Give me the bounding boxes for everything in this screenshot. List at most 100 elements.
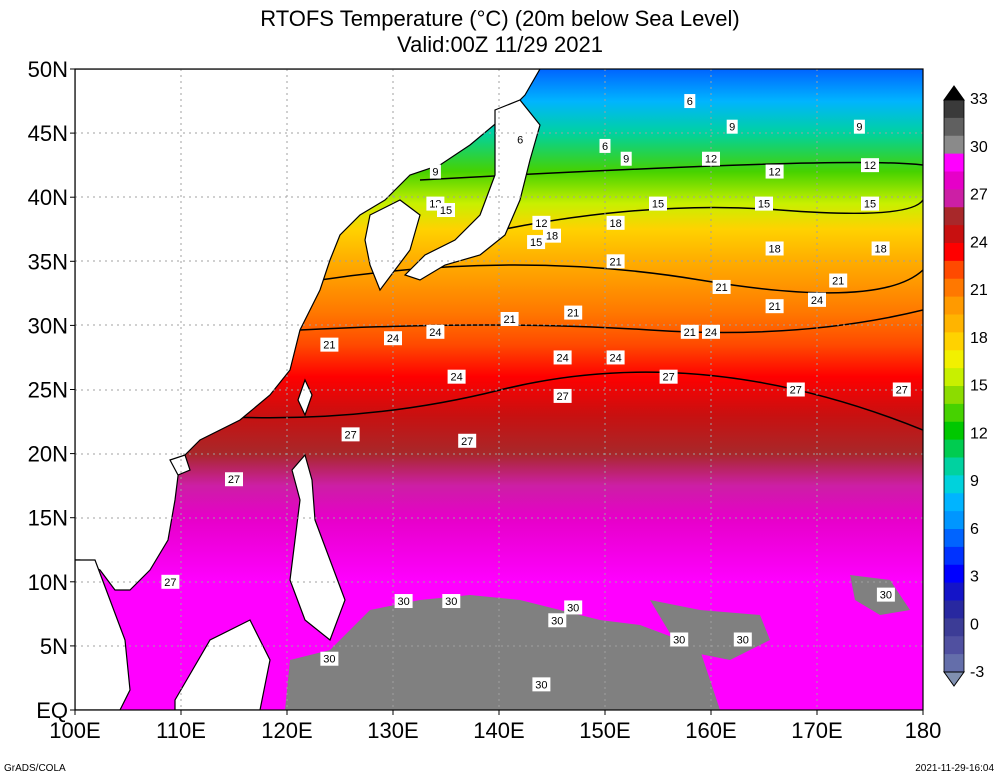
contour-label-box: [564, 600, 583, 615]
contour-label: 6: [599, 138, 611, 153]
contour-label-box: [765, 299, 784, 314]
contour-label: 30: [548, 613, 567, 628]
contour-label-box: [861, 158, 879, 173]
contour-label: 15: [527, 235, 546, 250]
contour-label-box: [876, 587, 895, 602]
contour-label: 18: [543, 228, 561, 243]
contour-label-text: 18: [609, 218, 621, 230]
lon-tick-label: 150E: [579, 718, 630, 743]
contour-label-text: 27: [228, 474, 240, 486]
lat-tick-label: 40N: [28, 185, 68, 210]
contour-label-text: 6: [517, 135, 523, 147]
contour-label: 21: [606, 254, 625, 269]
contour-label-text: 24: [609, 352, 621, 364]
philippines-land: [289, 453, 346, 641]
contour-label-box: [458, 433, 477, 448]
contour-label-box: [684, 94, 696, 109]
contour-label: 30: [564, 600, 583, 615]
colorbar-frame: [943, 99, 965, 673]
contour-label-box: [726, 119, 738, 134]
colorbar-label: 6: [970, 521, 979, 538]
contour-label-text: 9: [856, 122, 862, 134]
isotherm-24: [299, 309, 923, 334]
contour-label: 24: [426, 324, 445, 339]
contour-label-text: 30: [397, 596, 409, 608]
contour-label-text: 15: [652, 199, 664, 211]
contour-label-text: 27: [790, 385, 802, 397]
contour-label-box: [765, 241, 784, 256]
contour-label-box: [892, 382, 911, 397]
contour-label: 21: [765, 299, 784, 314]
colorbar-swatch: [944, 314, 964, 333]
title-line-1: RTOFS Temperature (°C) (20m below Sea Le…: [260, 6, 740, 31]
contour-label: 21: [829, 273, 848, 288]
contour-label-text: 6: [687, 96, 693, 108]
contour-label-text: 27: [662, 372, 674, 384]
asia-mainland-land: [75, 69, 541, 591]
lat-tick-label: 35N: [28, 249, 68, 274]
japan-land: [403, 99, 541, 281]
contour-label-box: [712, 279, 731, 294]
colorbar-swatch: [944, 350, 964, 369]
contour-label-box: [527, 235, 546, 250]
contour-label-box: [620, 151, 632, 166]
contour-label-text: 12: [705, 154, 717, 166]
contour-label-text: 24: [811, 295, 823, 307]
contour-label-box: [447, 369, 466, 384]
contour-label-text: 18: [546, 231, 558, 243]
colorbar-label: 3: [970, 569, 979, 586]
colorbar-swatch: [944, 332, 964, 351]
lon-tick-label: 140E: [473, 718, 524, 743]
contour-label-text: 15: [530, 237, 542, 249]
contour-label-text: 30: [445, 596, 457, 608]
lat-tick-label: 10N: [28, 570, 68, 595]
contour-label-text: 21: [715, 282, 727, 294]
contour-label-text: 24: [429, 327, 441, 339]
colorbar-swatch: [944, 564, 964, 584]
contour-label-box: [702, 324, 720, 339]
colorbar-swatch: [944, 243, 964, 262]
colorbar-bottom-arrow: [943, 671, 965, 687]
contour-label-text: 21: [768, 301, 780, 313]
contour-label: 15: [649, 196, 667, 211]
contour-label-box: [861, 196, 879, 211]
contour-label-box: [543, 228, 561, 243]
contour-label-box: [606, 350, 625, 365]
footer-timestamp: 2021-11-29-16:04: [915, 763, 994, 774]
contour-label: 15: [437, 203, 455, 218]
colorbar-label: 12: [970, 425, 988, 442]
contour-label-text: 30: [567, 602, 579, 614]
contour-label-text: 6: [602, 141, 608, 153]
colorbar-swatch: [944, 421, 964, 441]
footer-credit: GrADS/COLA: [4, 763, 66, 774]
colorbar-label: 9: [970, 473, 979, 490]
contour-labels: 6669999121212121215151515151818181818212…: [161, 94, 911, 692]
longitude-axis: 100E 110E 120E 130E 140E 150E 160E 170E 180: [49, 710, 941, 743]
contour-label: 6: [514, 132, 526, 147]
contour-label: 24: [553, 350, 572, 365]
contour-label-text: 24: [387, 333, 399, 345]
lon-tick-label: 100E: [49, 718, 100, 743]
colorbar-swatch: [944, 600, 964, 619]
contour-label-text: 24: [705, 327, 717, 339]
contour-label: 24: [447, 369, 466, 384]
contour-label: 30: [320, 651, 339, 666]
contour-label-box: [829, 273, 848, 288]
contour-label-text: 21: [323, 340, 335, 352]
contour-label-box: [548, 613, 567, 628]
contour-label-text: 21: [503, 314, 515, 326]
contour-label: 9: [726, 119, 738, 134]
contour-label-box: [680, 324, 699, 339]
contour-label: 30: [670, 632, 689, 647]
contour-label: 27: [341, 427, 360, 442]
contour-label-text: 24: [450, 372, 462, 384]
contour-label-text: 12: [768, 167, 780, 179]
contour-label-box: [161, 574, 180, 589]
contour-label-box: [532, 677, 551, 692]
colorbar-top-arrow: [943, 85, 965, 101]
colorbar-swatch: [944, 135, 964, 155]
contour-label-box: [442, 594, 461, 609]
colorbar-label: 33: [970, 91, 988, 108]
colorbar-label: 21: [970, 282, 988, 299]
